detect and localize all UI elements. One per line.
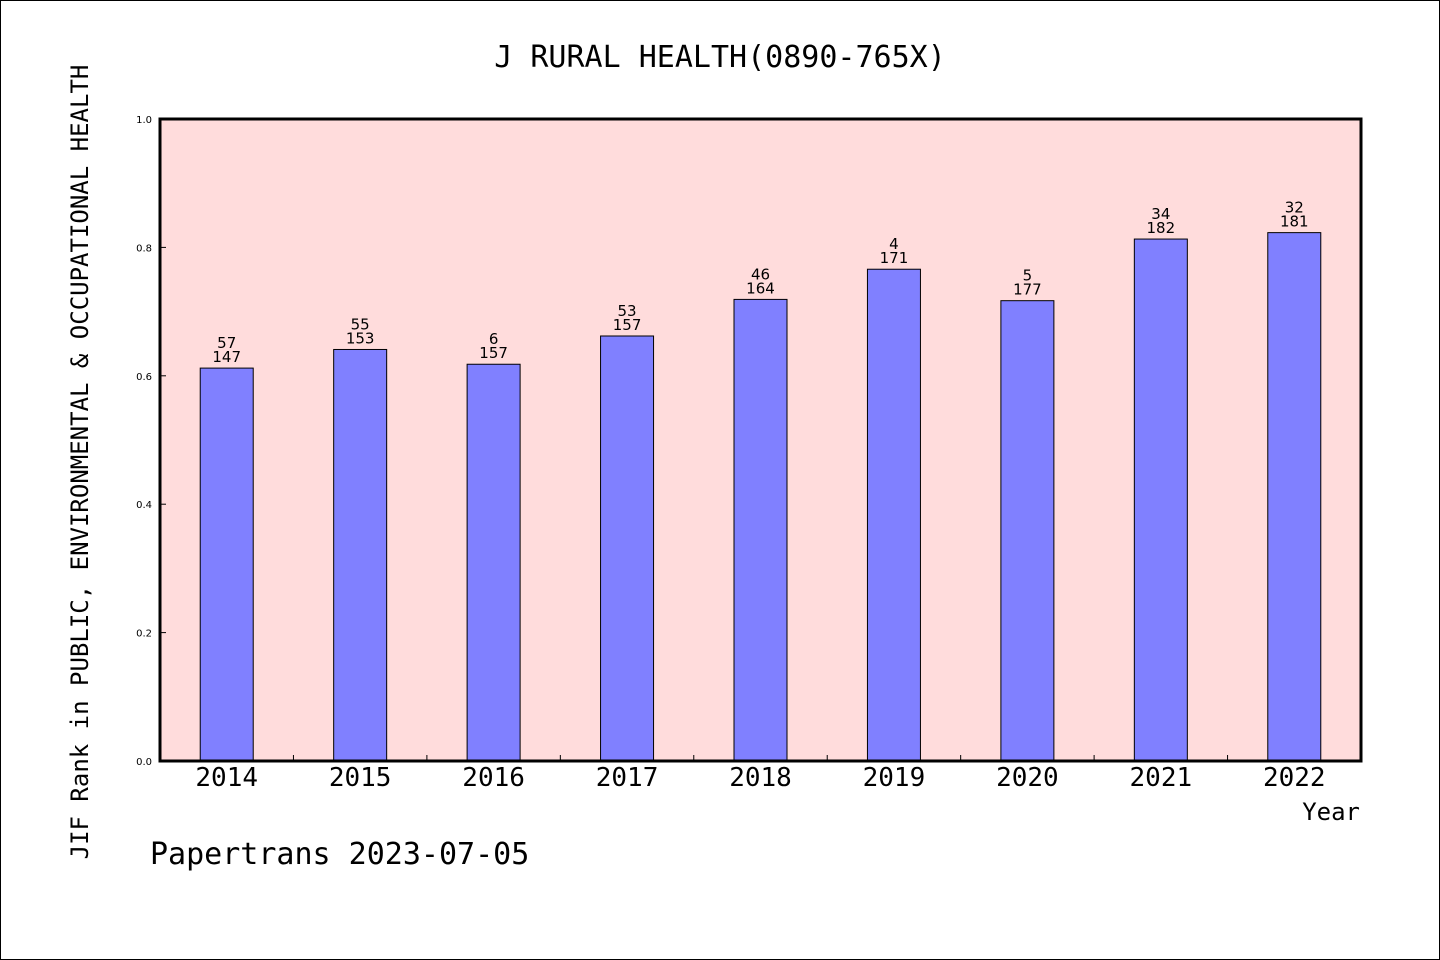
- x-tick-label: 2018: [729, 763, 792, 793]
- bar: [1267, 232, 1322, 762]
- bar: [600, 335, 655, 762]
- bar-rank-label: 5: [1023, 267, 1033, 285]
- x-tick-label: 2015: [329, 763, 392, 793]
- y-tick-label: 0.4: [136, 500, 152, 511]
- bar-rank-label: 6: [489, 330, 499, 348]
- bar-total-label: 181: [1280, 213, 1309, 231]
- bar-total-label: 157: [479, 344, 508, 362]
- bar: [199, 367, 254, 762]
- y-tick-label: 0.8: [136, 243, 152, 254]
- bar: [733, 298, 788, 762]
- bar-rank-label: 53: [618, 302, 637, 320]
- y-tick-label: 0.0: [136, 757, 152, 768]
- bar-rank-label: 55: [351, 315, 370, 333]
- chart-title: J RURAL HEALTH(0890-765X): [494, 40, 946, 75]
- bar-rank-label: 46: [751, 265, 770, 283]
- bars: [199, 232, 1322, 762]
- bar-rank-label: 34: [1151, 205, 1170, 223]
- plot-border: [158, 117, 1363, 763]
- bar-total-label: 164: [746, 279, 775, 297]
- bar-total-label: 157: [613, 316, 642, 334]
- y-tick-label: 0.2: [136, 629, 152, 640]
- bar-rank-label: 4: [889, 235, 899, 253]
- y-tick-label: 1.0: [136, 115, 152, 126]
- x-tick-label: 2020: [996, 763, 1059, 793]
- x-tick-label: 2022: [1263, 763, 1326, 793]
- x-tick-label: 2021: [1130, 763, 1193, 793]
- bar-total-label: 147: [212, 348, 241, 366]
- x-tick-label: 2016: [462, 763, 525, 793]
- bar-total-label: 171: [880, 249, 909, 267]
- bar-total-label: 177: [1013, 281, 1042, 299]
- y-axis-label: JIF Rank in PUBLIC, ENVIRONMENTAL & OCCU…: [66, 65, 94, 860]
- bar: [333, 348, 388, 762]
- bar-rank-label: 57: [217, 334, 236, 352]
- bar: [1000, 300, 1055, 762]
- x-tick-label: 2014: [195, 763, 258, 793]
- x-tick-label: 2019: [863, 763, 926, 793]
- bar: [466, 363, 521, 762]
- bar-total-label: 182: [1147, 219, 1176, 237]
- bar: [1133, 238, 1188, 762]
- y-tick-label: 0.6: [136, 372, 152, 383]
- x-axis: 2014 2015 2016 2017 2018 2019 2020 2021 2022: [195, 755, 1326, 793]
- x-axis-label: Year: [1302, 798, 1360, 826]
- x-tick-label: 2017: [596, 763, 659, 793]
- bar-rank-label: 32: [1285, 199, 1304, 217]
- bar-total-label: 153: [346, 329, 375, 347]
- bar: [866, 268, 921, 762]
- footer-text: Papertrans 2023-07-05: [150, 837, 529, 872]
